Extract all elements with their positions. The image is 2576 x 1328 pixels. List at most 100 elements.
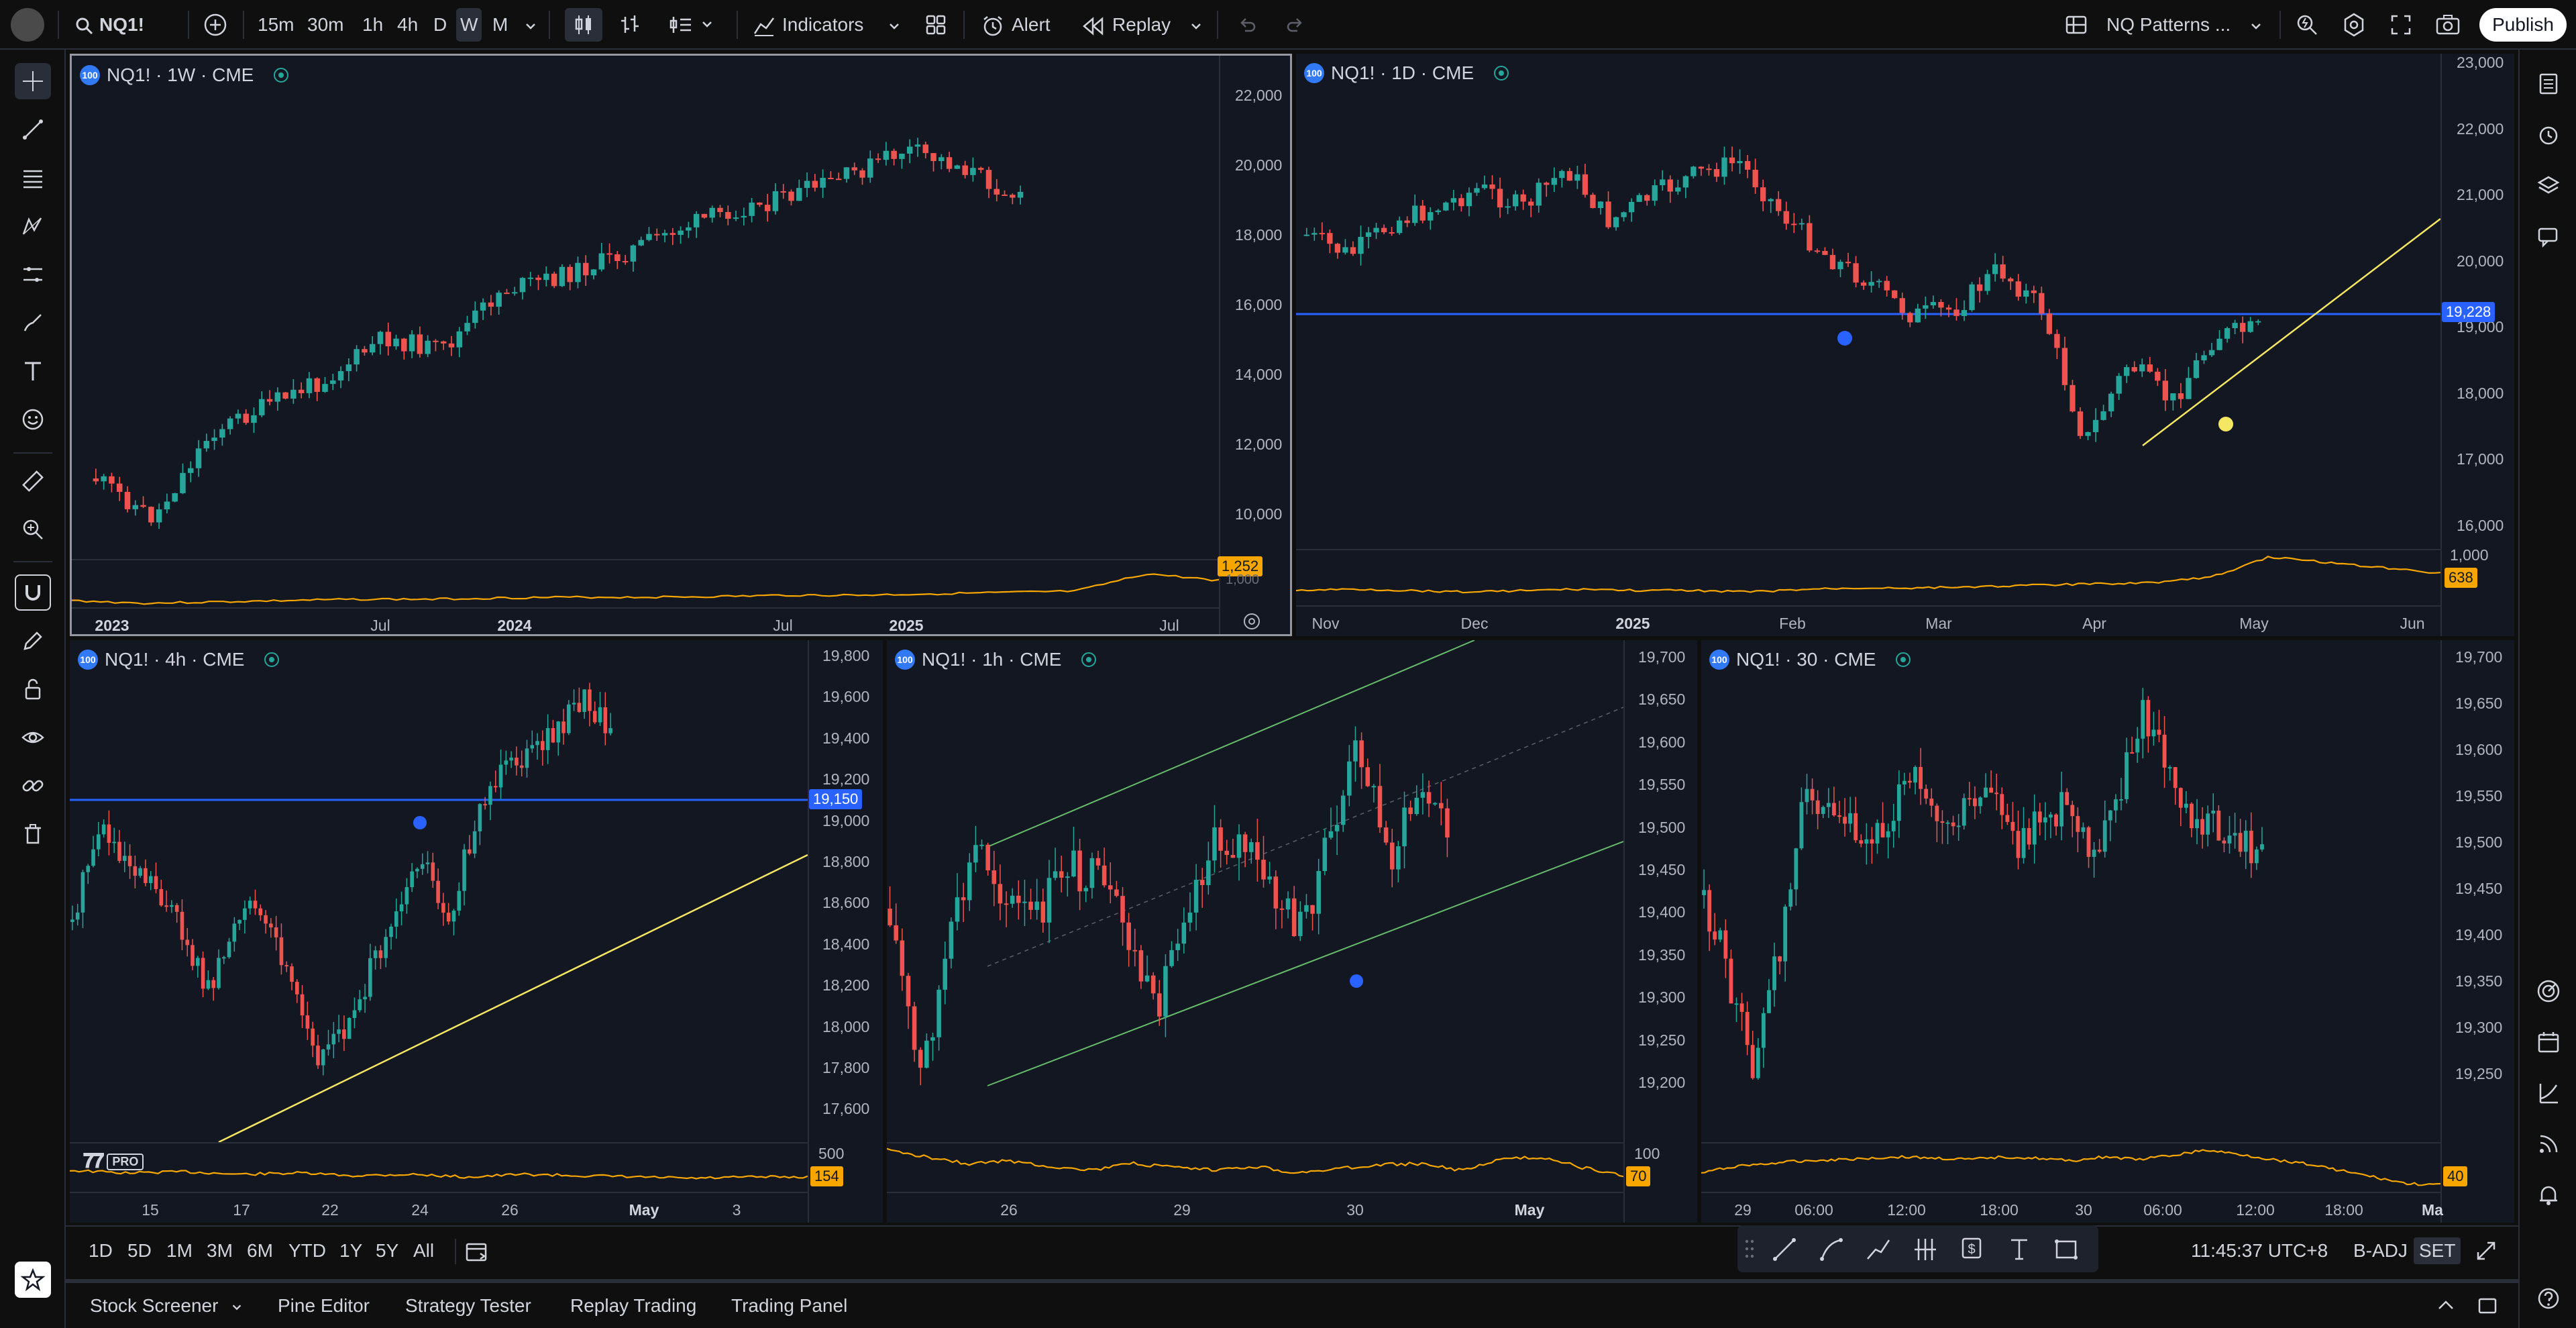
interval-dropdown[interactable] xyxy=(523,8,538,42)
symbol-search[interactable]: NQ1! xyxy=(75,8,144,42)
emoji-tool[interactable] xyxy=(15,401,51,438)
time-axis[interactable]: 15 17 22 24 26 May 3 xyxy=(70,1192,808,1223)
indicators-dropdown[interactable] xyxy=(887,8,902,42)
interval-15m[interactable]: 15m xyxy=(258,14,294,35)
layout-select-button[interactable] xyxy=(2059,8,2093,42)
interval-30m[interactable]: 30m xyxy=(307,14,344,35)
trend-line-tool[interactable] xyxy=(15,111,51,148)
magnet-tool[interactable] xyxy=(15,574,51,611)
replay-button[interactable]: Replay xyxy=(1081,8,1171,42)
quick-ray[interactable] xyxy=(1818,1236,1845,1263)
compare-symbol-button[interactable] xyxy=(199,8,232,42)
hide-drawings-tool[interactable] xyxy=(15,719,51,756)
maximize-panel-button[interactable] xyxy=(2474,1239,2498,1263)
price-axis[interactable]: 22,000 20,000 18,000 16,000 14,000 12,000 10,0… xyxy=(1219,56,1290,634)
chart-legend[interactable]: 100 NQ1! · 1W · CME xyxy=(80,62,289,88)
user-avatar[interactable] xyxy=(11,8,44,42)
quick-path[interactable] xyxy=(1865,1236,1892,1263)
zoom-tool[interactable] xyxy=(15,511,51,548)
chart-pane-1h[interactable]: 100 NQ1! · 1h · CME 19,700 19,650 19,600 19… xyxy=(887,640,1697,1223)
chart-style-menu[interactable] xyxy=(661,8,722,42)
chats-button[interactable] xyxy=(2530,219,2567,255)
price-axis[interactable]: 19,700 19,650 19,600 19,550 19,500 19,450 19,4… xyxy=(1623,640,1697,1223)
chart-pane-weekly[interactable]: 100 NQ1! · 1W · CME 22,000 20,000 18,000 16… xyxy=(70,54,1292,636)
alerts-panel-button[interactable] xyxy=(2530,117,2567,153)
range-ytd[interactable]: YTD xyxy=(288,1240,326,1261)
range-1m[interactable]: 1M xyxy=(166,1240,193,1261)
fullscreen-button[interactable] xyxy=(2384,8,2418,42)
indicator-templates-button[interactable] xyxy=(919,8,953,42)
layout-dropdown[interactable] xyxy=(2249,8,2263,42)
notifications-button[interactable] xyxy=(2530,1177,2567,1213)
price-axis[interactable]: 19,800 19,600 19,400 19,200 19,000 18,800 18,6… xyxy=(808,640,883,1223)
range-5y[interactable]: 5Y xyxy=(376,1240,399,1261)
snapshot-button[interactable] xyxy=(2431,8,2465,42)
tab-strategy-tester[interactable]: Strategy Tester xyxy=(405,1295,531,1316)
chart-legend[interactable]: 100 NQ1! · 1D · CME xyxy=(1304,60,1509,86)
quick-price-label[interactable]: $ xyxy=(1959,1236,1986,1263)
time-axis[interactable]: 26 29 30 May xyxy=(887,1192,1623,1223)
sync-drawings-tool[interactable] xyxy=(15,768,51,804)
quick-text[interactable] xyxy=(2006,1236,2033,1263)
chart-pane-daily[interactable]: 100 NQ1! · 1D · CME 23,000 22,000 21,000 20… xyxy=(1296,54,2514,636)
chart-legend[interactable]: 100 NQ1! · 30 · CME xyxy=(1709,647,1911,672)
quick-search-button[interactable] xyxy=(2290,8,2324,42)
price-axis[interactable]: 19,700 19,650 19,600 19,550 19,500 19,450 19,4… xyxy=(2440,640,2514,1223)
session-toggle[interactable]: SET xyxy=(2414,1237,2461,1264)
replay-dropdown[interactable] xyxy=(1189,8,1203,42)
tab-replay-trading[interactable]: Replay Trading xyxy=(570,1295,697,1316)
remove-drawings-tool[interactable] xyxy=(15,816,51,852)
favorites-tool[interactable] xyxy=(15,1262,51,1298)
measure-tool[interactable] xyxy=(15,463,51,499)
alert-button[interactable]: Alert xyxy=(981,8,1051,42)
text-tool[interactable] xyxy=(15,353,51,389)
calendar-button[interactable] xyxy=(2530,1024,2567,1060)
layout-name[interactable]: NQ Patterns ... xyxy=(2106,14,2231,35)
go-to-date-button[interactable] xyxy=(464,1239,490,1264)
interval-w[interactable]: W xyxy=(456,8,482,42)
brush-tool[interactable] xyxy=(15,305,51,341)
range-5d[interactable]: 5D xyxy=(127,1240,152,1261)
help-button[interactable] xyxy=(2530,1280,2567,1317)
collapse-panel-button[interactable] xyxy=(2434,1294,2458,1318)
range-6m[interactable]: 6M xyxy=(247,1240,273,1261)
quick-fork[interactable] xyxy=(1912,1236,1939,1263)
settings-button[interactable] xyxy=(2337,8,2371,42)
tab-stock-screener[interactable]: Stock Screener xyxy=(90,1295,244,1317)
object-tree-button[interactable] xyxy=(2530,168,2567,204)
interval-m[interactable]: M xyxy=(492,14,508,35)
watchlist-button[interactable] xyxy=(2530,66,2567,102)
price-plot[interactable] xyxy=(70,640,808,1142)
clock-label[interactable]: 11:45:37 UTC+8 xyxy=(2191,1240,2328,1261)
chart-pane-4h[interactable]: 100 NQ1! · 4h · CME 19,800 19,600 19,400 19… xyxy=(70,640,883,1223)
time-axis[interactable]: Nov Dec 2025 Feb Mar Apr May Jun xyxy=(1296,605,2440,636)
quick-trend-line[interactable] xyxy=(1771,1236,1798,1263)
undo-button[interactable] xyxy=(1230,8,1264,42)
pattern-tool[interactable] xyxy=(15,208,51,244)
price-axis[interactable]: 23,000 22,000 21,000 20,000 19,000 18,000 17,0… xyxy=(2440,54,2514,636)
range-3m[interactable]: 3M xyxy=(207,1240,233,1261)
interval-4h[interactable]: 4h xyxy=(397,14,419,35)
time-axis[interactable]: 29 06:00 12:00 18:00 30 06:00 12:00 18:00 Ma xyxy=(1701,1192,2443,1223)
range-all[interactable]: All xyxy=(413,1240,435,1261)
maximize-bottom-panel-button[interactable] xyxy=(2475,1294,2500,1318)
publish-button[interactable]: Publish xyxy=(2479,8,2567,42)
chart-legend[interactable]: 100 NQ1! · 4h · CME xyxy=(78,647,280,672)
price-plot[interactable] xyxy=(1296,54,2440,549)
price-plot[interactable] xyxy=(887,640,1623,1142)
interval-1h[interactable]: 1h xyxy=(362,14,384,35)
chart-pane-30m[interactable]: 100 NQ1! · 30 · CME 19,700 19,650 19,600 19… xyxy=(1701,640,2514,1223)
redo-button[interactable] xyxy=(1279,8,1312,42)
interval-d[interactable]: D xyxy=(433,14,447,35)
indicators-button[interactable]: Indicators xyxy=(753,8,863,42)
range-1d[interactable]: 1D xyxy=(89,1240,113,1261)
fib-tool[interactable] xyxy=(15,160,51,196)
quick-rectangle[interactable] xyxy=(2053,1236,2080,1263)
axis-settings-button[interactable] xyxy=(1242,611,1262,631)
candles-chart-type-button[interactable] xyxy=(565,8,602,42)
adjustment-toggle[interactable]: B-ADJ xyxy=(2353,1240,2408,1261)
price-plot[interactable] xyxy=(1701,640,2440,1142)
tab-pine-editor[interactable]: Pine Editor xyxy=(278,1295,370,1316)
options-button[interactable] xyxy=(2530,1075,2567,1111)
drag-handle[interactable] xyxy=(1744,1237,1755,1260)
